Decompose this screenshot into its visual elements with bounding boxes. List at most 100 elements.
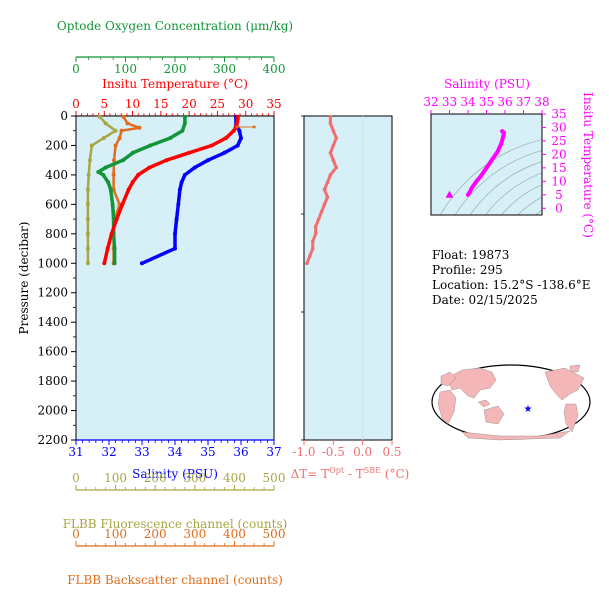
tick-label: 300 — [183, 471, 206, 485]
tick-label: 0 — [72, 62, 80, 76]
fluorescence-axis: 0 100 200 300 400 500 — [72, 471, 285, 491]
fluorescence-point — [85, 202, 90, 207]
fluorescence-point — [89, 143, 94, 148]
oxygen-point — [168, 136, 173, 141]
backscatter-point — [137, 125, 142, 130]
backscatter-point — [113, 143, 118, 148]
tick-label: 200 — [144, 471, 167, 485]
salinity-axis: 31 32 33 34 35 36 37 — [68, 439, 282, 459]
salinity-point — [173, 246, 177, 251]
ts-xtick-label: 36 — [497, 95, 512, 109]
tick-label: 34 — [167, 445, 183, 459]
tick-label: 0 — [72, 527, 80, 541]
fluorescence-point — [113, 128, 118, 133]
density-contour — [572, 245, 609, 305]
tick-label: 200 — [164, 62, 187, 76]
ts-point — [484, 165, 489, 170]
oxygen-point — [182, 121, 187, 126]
ts-series — [445, 129, 507, 198]
delta-t-axis: -1.0 -0.5 0.0 0.5 — [292, 115, 402, 459]
salinity-point — [177, 187, 182, 192]
pressure-tick-label: 2000 — [37, 404, 68, 418]
delta-t-point — [325, 180, 330, 185]
fluorescence-point — [97, 114, 102, 119]
delta-t-point — [331, 128, 336, 133]
delta-t-panel: -1.0 -0.5 0.0 0.5 ΔT= TOpt - TSBE (°C) — [291, 114, 410, 481]
ts-point — [473, 180, 478, 185]
tick-label: 36 — [233, 445, 248, 459]
ts-point — [469, 186, 474, 191]
ts-ytick-label: 35 — [551, 107, 566, 121]
ts-point — [501, 134, 506, 139]
tick-label: 32 — [101, 445, 116, 459]
temperature-point — [114, 217, 119, 222]
tick-label: 30 — [238, 97, 253, 111]
fluorescence-point — [101, 136, 106, 141]
temperature-axis-title: Insitu Temperature (°C) — [102, 77, 248, 91]
temperature-point — [235, 116, 240, 121]
ts-salinity-axis-title: Salinity (PSU) — [444, 77, 530, 91]
temperature-point — [126, 187, 131, 192]
backscatter-point — [112, 158, 116, 163]
temperature-point — [187, 150, 192, 155]
fluorescence-point — [85, 217, 90, 222]
delta-t-point — [322, 187, 327, 192]
ts-xtick-label: 38 — [534, 95, 549, 109]
ts-xtick-label: 32 — [423, 95, 438, 109]
backscatter-point — [121, 114, 126, 119]
temperature-point — [102, 261, 107, 266]
delta-t-point — [325, 195, 330, 199]
salinity-point — [239, 136, 243, 141]
fluorescence-axis-title: FLBB Fluorescence channel (counts) — [63, 517, 288, 531]
temperature_surface_outlier-point — [252, 125, 256, 129]
profile-plot-area — [75, 115, 275, 441]
delta-t-point — [334, 136, 339, 140]
tick-label: 300 — [183, 527, 206, 541]
ts-point — [500, 129, 505, 134]
tick-label: 20 — [182, 97, 197, 111]
salinity-point — [182, 172, 187, 177]
ts-ytick-label: 0 — [555, 201, 563, 215]
delta-t-point — [334, 165, 339, 170]
profile-panel: Optode Oxygen Concentration (μm/kg) 0 100… — [17, 19, 293, 587]
backscatter-point — [111, 172, 116, 177]
oxygen-axis-title: Optode Oxygen Concentration (μm/kg) — [57, 19, 293, 33]
tick-label: 100 — [104, 527, 127, 541]
float-info: Float: 19873 Profile: 295 Location: 15.2… — [432, 248, 590, 307]
delta-t-point — [331, 143, 336, 148]
oxygen-point — [130, 150, 135, 155]
delta-t-point — [316, 217, 321, 221]
oxygen-point — [106, 180, 111, 185]
tick-label: 100 — [104, 471, 127, 485]
pressure-axis-title: Pressure (decibar) — [17, 222, 31, 335]
ts-ytick-label: 20 — [551, 147, 566, 161]
delta-t-point — [305, 261, 309, 266]
salinity-point — [173, 231, 177, 236]
tick-label: 300 — [213, 62, 236, 76]
oxygen-axis: 0 100 200 300 400 — [72, 56, 285, 76]
pressure-tick-label: 0 — [60, 109, 68, 123]
oxygen-point — [108, 187, 113, 192]
profile-date: Date: 02/15/2025 — [432, 293, 538, 307]
temperature-point — [223, 136, 228, 141]
backscatter-point — [125, 121, 130, 126]
delta-t-axis-title: ΔT= TOpt - TSBE (°C) — [291, 466, 410, 481]
delta-t-point — [313, 232, 318, 236]
temperature-point — [105, 246, 110, 251]
temperature-axis: 0 5 10 15 20 25 30 35 — [72, 97, 282, 117]
float-position-marker: ★ — [524, 404, 533, 415]
delta-t-plot-area — [303, 115, 393, 441]
fluorescence-point — [85, 246, 90, 251]
map-land — [437, 364, 585, 441]
oxygen-point — [180, 128, 185, 133]
float-id: Float: 19873 — [432, 248, 509, 262]
temperature-point — [136, 172, 141, 177]
delta-t-series — [305, 114, 364, 440]
tick-label: 400 — [223, 471, 246, 485]
tick-label: 37 — [266, 445, 281, 459]
pressure-tick-label: 1200 — [37, 286, 68, 300]
ts-ytick-label: 10 — [551, 174, 566, 188]
pressure-tick-label: 400 — [45, 168, 68, 182]
delta-t-tick-label: 0.0 — [353, 445, 372, 459]
